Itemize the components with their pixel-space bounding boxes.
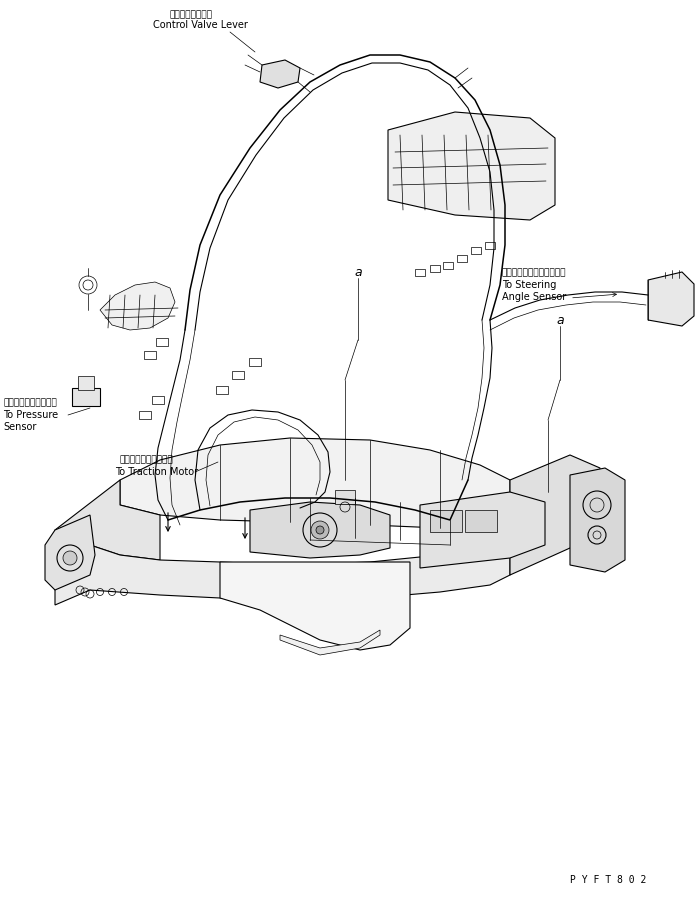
Bar: [78, 376, 94, 390]
Text: Control Valve Lever: Control Valve Lever: [153, 20, 248, 30]
Text: P Y F T 8 0 2: P Y F T 8 0 2: [570, 875, 647, 885]
Polygon shape: [120, 438, 510, 528]
Bar: [415, 269, 425, 276]
Circle shape: [316, 526, 324, 534]
Polygon shape: [570, 468, 625, 572]
Bar: [156, 338, 168, 346]
Bar: [144, 351, 156, 359]
Polygon shape: [510, 455, 600, 575]
Text: a: a: [354, 266, 362, 278]
Text: a: a: [556, 313, 564, 327]
Text: Angle Sensor: Angle Sensor: [502, 292, 566, 302]
Bar: [465, 510, 497, 532]
Bar: [471, 247, 481, 254]
Bar: [335, 490, 355, 504]
Polygon shape: [220, 562, 410, 650]
Text: To Traction Motor: To Traction Motor: [115, 467, 198, 477]
Text: To Pressure: To Pressure: [3, 410, 58, 420]
Polygon shape: [45, 515, 95, 590]
Polygon shape: [388, 112, 555, 220]
Text: Sensor: Sensor: [3, 422, 36, 432]
Polygon shape: [280, 630, 380, 655]
Polygon shape: [100, 282, 175, 330]
Polygon shape: [420, 492, 545, 568]
Bar: [485, 242, 495, 249]
Bar: [152, 396, 164, 404]
Bar: [249, 358, 261, 366]
Polygon shape: [648, 272, 694, 326]
Polygon shape: [55, 540, 510, 605]
Text: トラクションモーター: トラクションモーター: [120, 455, 174, 464]
Text: To Steering: To Steering: [502, 280, 556, 290]
Text: 圧力センサージャック: 圧力センサージャック: [3, 398, 57, 407]
Polygon shape: [55, 480, 160, 570]
Bar: [430, 265, 440, 272]
Circle shape: [63, 551, 77, 565]
Bar: [139, 411, 151, 419]
Polygon shape: [260, 60, 300, 88]
Text: 制御バルブレバー: 制御バルブレバー: [170, 10, 213, 19]
Text: タイヤ角センサージャック: タイヤ角センサージャック: [502, 268, 566, 277]
Polygon shape: [250, 502, 390, 558]
Bar: [72, 388, 100, 406]
Bar: [457, 255, 467, 262]
Bar: [232, 371, 244, 379]
Bar: [216, 386, 228, 394]
Circle shape: [311, 521, 329, 539]
Bar: [443, 262, 453, 269]
Bar: [430, 510, 462, 532]
